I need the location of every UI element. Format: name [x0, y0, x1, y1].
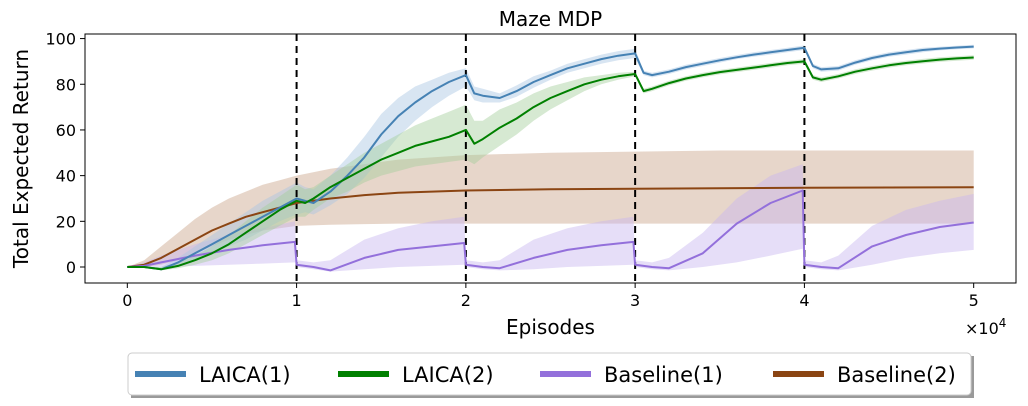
x-tick-label: 0 — [122, 291, 132, 310]
chart-title: Maze MDP — [499, 7, 602, 31]
x-tick-label: 3 — [630, 291, 640, 310]
x-tick-label: 4 — [799, 291, 809, 310]
line-baseline-2 — [127, 186, 974, 268]
y-tick-label: 20 — [56, 212, 76, 231]
x-axis-multiplier-base: ×10 — [965, 319, 999, 338]
line-baseline-1 — [127, 189, 974, 272]
x-axis-multiplier: ×104 — [965, 316, 1006, 338]
y-tick-label: 40 — [56, 167, 76, 186]
band-laica-1 — [127, 44, 974, 271]
legend-label-laica-2: LAICA(2) — [402, 363, 494, 387]
legend-label-baseline-2: Baseline(2) — [837, 363, 956, 387]
confidence-bands — [127, 44, 974, 272]
series-lines — [127, 45, 974, 272]
y-tick-label: 100 — [45, 30, 76, 49]
y-axis-ticks: 0 20 40 60 80 100 — [45, 30, 85, 277]
line-laica-2 — [127, 56, 974, 271]
x-tick-label: 5 — [969, 291, 979, 310]
x-axis-ticks: 0 1 2 3 4 5 — [122, 283, 979, 310]
legend-label-baseline-1: Baseline(1) — [604, 363, 723, 387]
plot-area-frame — [84, 33, 1017, 284]
band-baseline-2 — [127, 150, 974, 267]
y-tick-label: 80 — [56, 75, 76, 94]
x-tick-label: 2 — [461, 291, 471, 310]
legend-label-laica-1: LAICA(1) — [199, 363, 291, 387]
y-tick-label: 60 — [56, 121, 76, 140]
line-laica-1 — [127, 45, 974, 271]
legend: LAICA(1) LAICA(2) Baseline(1) Baseline(2) — [127, 352, 974, 398]
y-axis-title: Total Expected Return — [9, 49, 33, 269]
x-tick-label: 1 — [291, 291, 301, 310]
x-axis-title: Episodes — [506, 315, 595, 339]
x-axis-multiplier-exponent: 4 — [999, 316, 1007, 330]
y-tick-label: 0 — [66, 258, 76, 277]
band-baseline-1 — [127, 164, 974, 272]
